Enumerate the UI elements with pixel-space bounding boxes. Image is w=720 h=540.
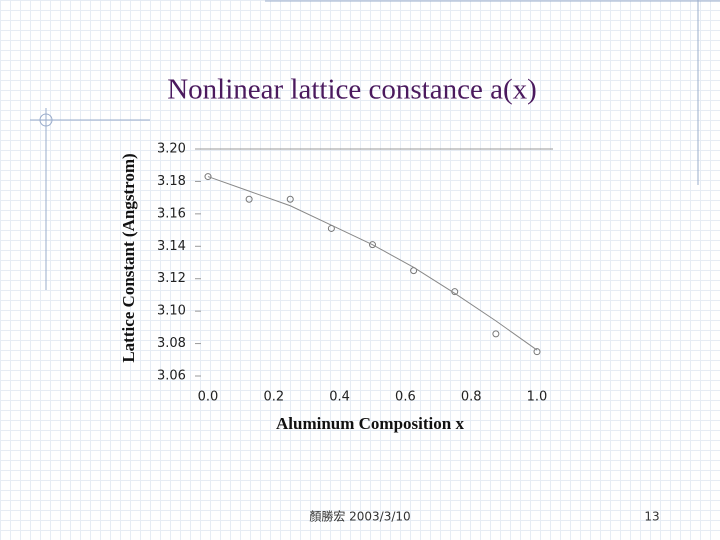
data-point <box>204 173 212 181</box>
x-axis-label: Aluminum Composition x <box>276 414 464 433</box>
y-tick-label: 3.08 <box>157 336 186 351</box>
x-tick-label: 0.6 <box>395 390 416 405</box>
x-tick-label: 0.8 <box>461 390 482 405</box>
slide-title: Nonlinear lattice constance a(x) <box>167 74 537 106</box>
x-tick-label: 0.4 <box>329 390 350 405</box>
data-point <box>245 195 253 203</box>
y-tick-label: 3.18 <box>157 174 186 189</box>
y-tick-label: 3.06 <box>157 369 186 384</box>
y-tick-label: 3.10 <box>157 304 186 319</box>
x-tick-label: 0.2 <box>263 390 284 405</box>
y-tick-label: 3.14 <box>157 239 186 254</box>
data-point <box>286 195 294 203</box>
page-number: 13 <box>644 510 659 524</box>
fit-line <box>207 176 538 351</box>
y-axis-label: Lattice Constant (Angstrom) <box>119 153 138 362</box>
footer-author: 顏勝宏 2003/3/10 <box>309 509 410 524</box>
y-tick-label: 3.12 <box>157 271 186 286</box>
x-tick-label: 0.0 <box>198 390 219 405</box>
data-point <box>533 348 541 356</box>
y-tick-label: 3.16 <box>157 206 186 221</box>
data-point <box>492 330 500 338</box>
x-tick-label: 1.0 <box>527 390 548 405</box>
y-tick-label: 3.20 <box>157 142 186 157</box>
data-point <box>369 241 376 249</box>
